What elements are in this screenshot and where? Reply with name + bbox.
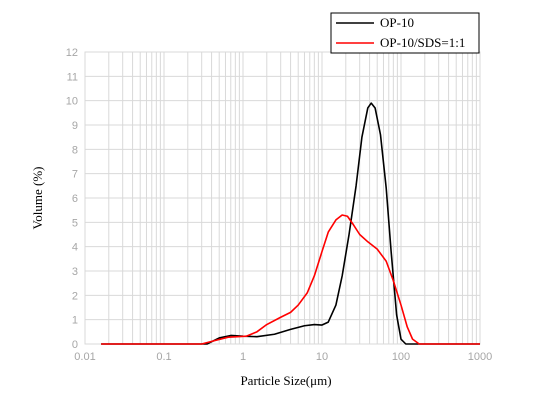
y-tick-label: 6 — [72, 193, 78, 205]
y-tick-label: 1 — [72, 315, 78, 327]
x-tick-label: 0.01 — [74, 351, 95, 363]
y-tick-label: 10 — [66, 96, 78, 108]
x-tick-label: 1 — [240, 351, 246, 363]
y-tick-label: 8 — [72, 144, 78, 156]
y-tick-label: 11 — [67, 71, 78, 83]
x-tick-label: 10 — [316, 351, 328, 363]
grid — [84, 51, 480, 345]
x-tick-label: 0.1 — [156, 351, 171, 363]
legend-label-op10-sds: OP-10/SDS=1:1 — [380, 35, 465, 50]
y-tick-label: 9 — [72, 120, 78, 132]
y-tick-label: 12 — [66, 47, 78, 59]
y-tick-label: 7 — [72, 169, 78, 181]
legend: OP-10 OP-10/SDS=1:1 — [330, 12, 480, 54]
y-tick-label: 0 — [72, 339, 78, 351]
series-lines — [101, 102, 480, 345]
y-tick-label: 3 — [72, 266, 78, 278]
y-tick-label: 2 — [72, 290, 78, 302]
plot-border — [84, 51, 481, 345]
y-tick-label: 4 — [72, 242, 78, 254]
legend-box — [330, 12, 480, 54]
x-axis-label: Particle Size(μm) — [240, 373, 331, 388]
x-tick-label: 100 — [392, 351, 410, 363]
series-line-op10-sds — [101, 214, 480, 345]
y-tick-label: 5 — [72, 217, 78, 229]
legend-label-op10: OP-10 — [380, 15, 414, 30]
y-axis-label: Volume (%) — [30, 167, 45, 230]
x-tick-labels: 0.01 0.1 1 10 100 1000 — [74, 351, 492, 363]
plot-area-border — [84, 51, 481, 345]
x-tick-label: 1000 — [468, 351, 492, 363]
